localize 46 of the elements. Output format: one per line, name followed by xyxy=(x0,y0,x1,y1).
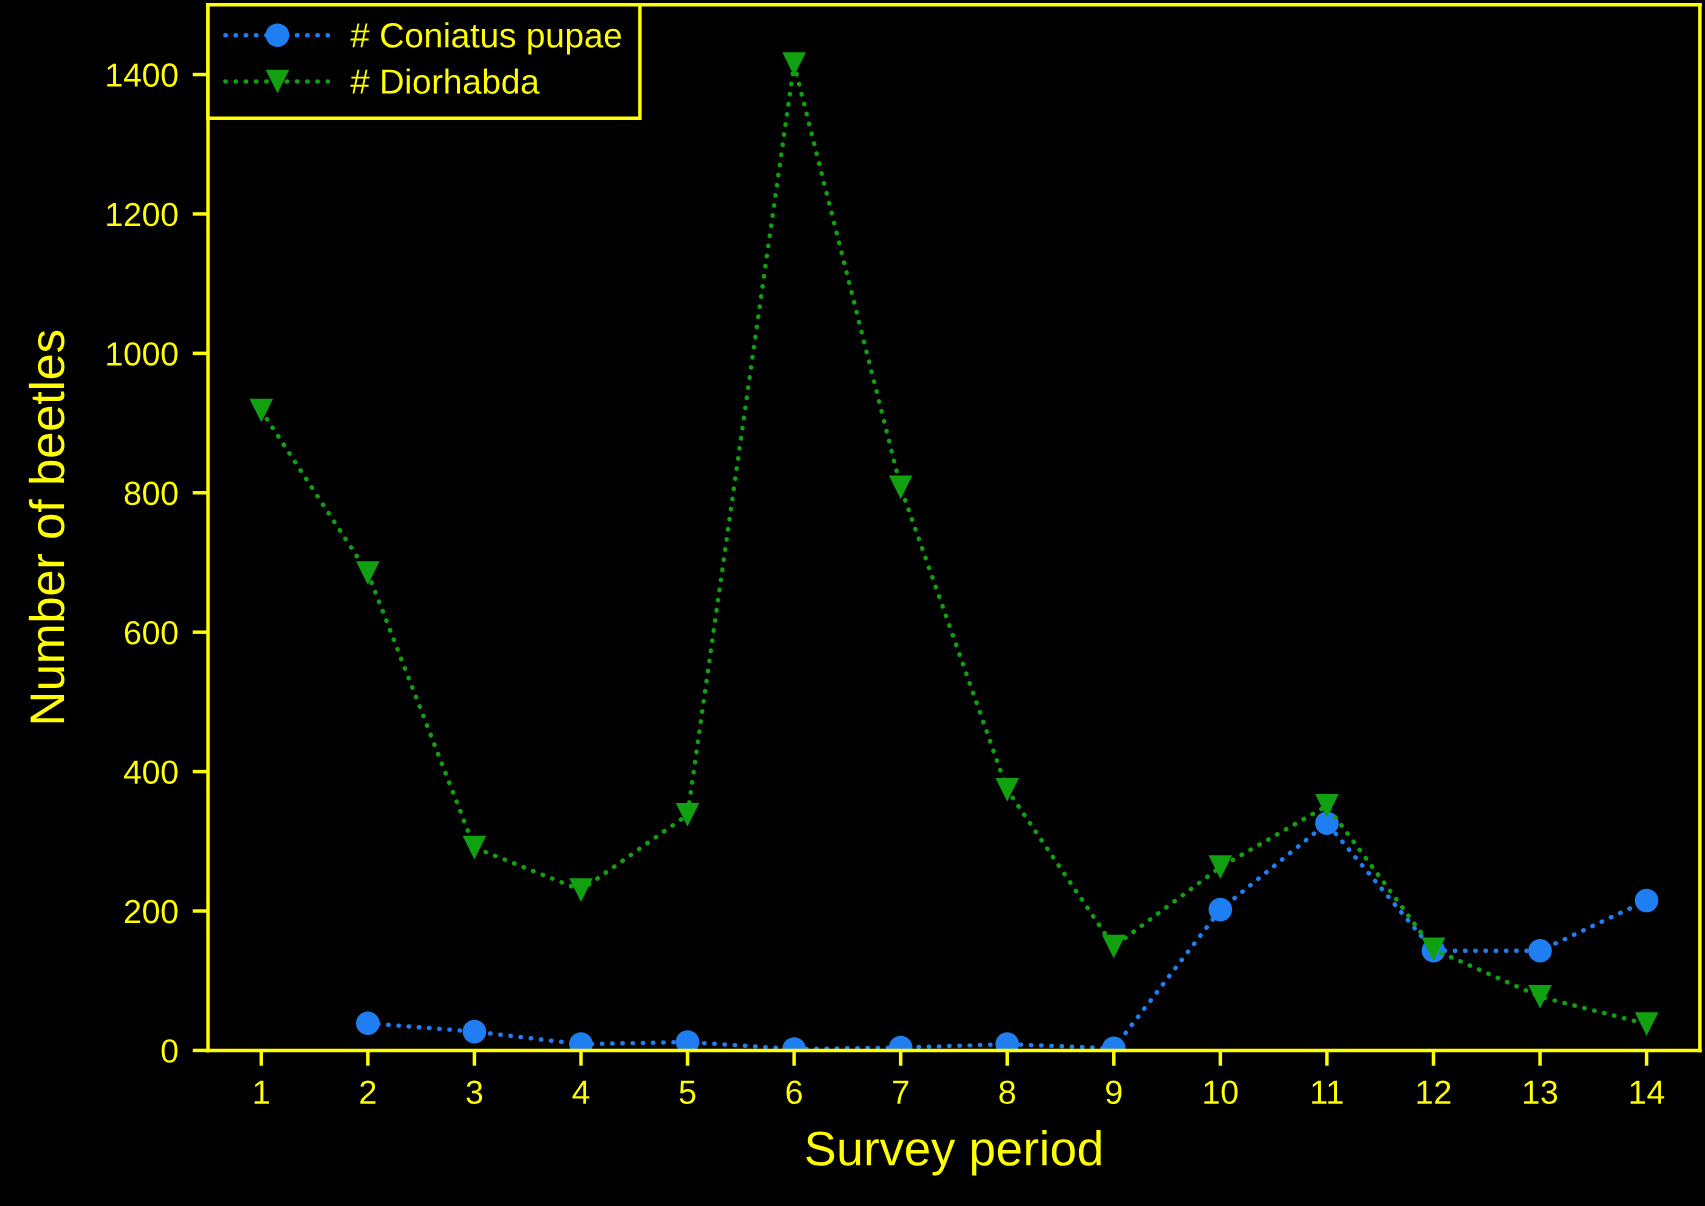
y-tick-label: 800 xyxy=(124,481,178,506)
point xyxy=(1101,934,1126,959)
point xyxy=(675,1030,700,1051)
y-tick-label: 600 xyxy=(124,620,178,645)
y-tick-label: 400 xyxy=(124,760,178,785)
x-tick-label: 7 xyxy=(893,1080,909,1104)
legend-label: # Diorhabda xyxy=(350,68,540,94)
point xyxy=(356,1011,380,1036)
x-tick-label: 13 xyxy=(1524,1080,1558,1105)
x-axis-title: Survey period xyxy=(806,1130,1101,1176)
point xyxy=(888,475,913,499)
y-axis-title: Number of beetles xyxy=(28,330,65,723)
x-tick-label: 4 xyxy=(572,1080,590,1104)
point xyxy=(249,398,274,423)
x-tick-label: 9 xyxy=(1106,1080,1122,1105)
x-tick-label: 6 xyxy=(786,1080,802,1105)
point xyxy=(675,803,700,827)
x-tick-label: 12 xyxy=(1417,1080,1451,1104)
x-tick-label: 3 xyxy=(466,1080,483,1105)
point xyxy=(1634,888,1659,913)
x-tick-label: 2 xyxy=(360,1080,376,1104)
x-tick-label: 1 xyxy=(254,1080,269,1104)
point xyxy=(462,1019,487,1044)
y-tick-label: 0 xyxy=(161,1039,178,1063)
point xyxy=(1528,938,1552,963)
point xyxy=(1315,793,1339,818)
point xyxy=(995,777,1020,802)
y-tick-label: 200 xyxy=(124,899,178,924)
x-tick-label: 5 xyxy=(679,1080,696,1105)
point xyxy=(1634,1012,1659,1036)
x-tick-label: 10 xyxy=(1204,1080,1238,1105)
point xyxy=(1208,897,1233,922)
legend-label: # Coniatus pupae xyxy=(350,22,622,55)
x-tick-label: 8 xyxy=(999,1080,1016,1105)
point xyxy=(1208,855,1233,879)
point xyxy=(782,52,806,76)
point xyxy=(1528,984,1552,1009)
point xyxy=(1315,811,1339,835)
x-tick-label: 11 xyxy=(1312,1080,1343,1104)
y-tick-label: 1000 xyxy=(107,342,178,366)
point xyxy=(569,878,593,902)
point xyxy=(462,835,487,860)
x-tick-label: 14 xyxy=(1630,1080,1665,1104)
y-tick-label: 1200 xyxy=(107,202,178,227)
y-tick-label: 1400 xyxy=(107,63,178,87)
point xyxy=(356,561,380,585)
